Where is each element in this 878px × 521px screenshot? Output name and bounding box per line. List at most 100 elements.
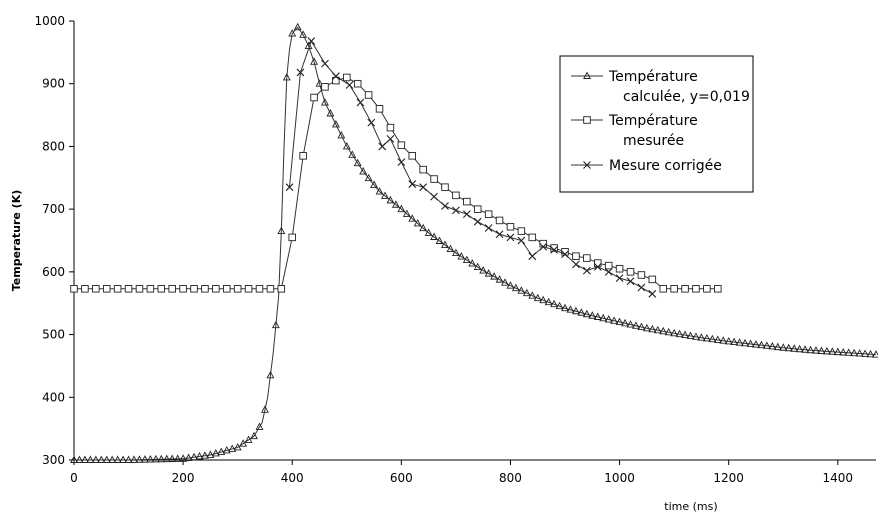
data-point [419,183,428,192]
data-point [168,454,177,462]
data-point [795,344,804,353]
data-point [124,455,133,463]
data-point [703,285,711,293]
data-point [495,275,504,283]
data-point [321,83,329,91]
data-point [593,312,602,320]
data-point [343,73,351,82]
data-point [381,191,389,199]
data-point [206,450,215,458]
data-point [762,341,771,349]
data-point [506,222,515,231]
data-point [212,285,220,293]
data-point [779,343,788,351]
data-point [244,285,253,293]
data-point [353,158,362,167]
data-point [812,346,820,354]
series-layer [70,22,878,463]
data-point [288,233,296,242]
data-point [822,346,831,355]
data-point [473,262,482,271]
data-point [539,242,548,251]
data-point [233,443,242,451]
data-point [670,285,678,293]
data-point [348,150,357,158]
data-point [702,334,711,342]
data-point [119,455,128,463]
data-point [801,345,810,353]
data-point [670,328,679,337]
data-point [833,347,842,356]
data-point [424,228,433,236]
x-tick-label: 1400 [823,471,854,485]
data-point [741,338,750,347]
series-square [70,73,722,293]
data-point [364,91,373,99]
data-point [490,272,499,280]
data-point [462,255,471,264]
data-point [332,76,340,85]
data-point [386,135,395,143]
series-line [74,76,718,290]
data-point [108,455,117,463]
x-tick-label: 600 [390,471,413,485]
data-point [452,191,460,200]
data-point [555,301,564,310]
data-point [359,167,368,175]
data-point [391,200,400,208]
data-point [582,266,591,275]
series-x [285,37,657,298]
data-point [441,202,449,210]
data-point [397,141,406,149]
data-point [708,334,717,343]
data-point [244,435,253,443]
data-point [386,195,395,204]
data-point [773,342,782,351]
data-point [757,340,766,349]
y-tick-label: 700 [42,202,65,216]
data-point [653,325,662,334]
data-point [468,259,477,267]
legend-label: Température [608,113,698,129]
x-tick-label: 1200 [713,471,744,485]
data-point [855,349,864,357]
data-point [173,454,182,462]
data-point [356,98,365,107]
data-point [610,316,619,324]
data-point [839,348,848,356]
plot-frame [73,21,876,461]
data-point [299,152,307,160]
data-point [713,335,722,343]
data-point [430,232,439,240]
data-point [452,206,460,215]
y-axis-label: Temperature (K) [10,190,23,292]
data-point [506,281,515,289]
x-tick-label: 200 [172,471,195,485]
data-point [367,118,376,127]
data-point [719,336,728,344]
data-point [495,216,504,225]
data-point [378,142,387,151]
data-point [326,109,335,117]
data-point [92,285,100,293]
data-point [81,285,89,293]
data-point [550,246,558,254]
data-point [337,130,346,139]
data-point [495,230,504,239]
data-point [637,271,646,279]
data-point [768,342,777,350]
data-point [397,204,406,213]
data-point [97,455,106,463]
data-point [342,141,351,150]
legend-marker [583,71,591,79]
data-point [419,165,427,174]
data-point [806,345,815,354]
data-point [124,285,133,293]
data-point [664,327,673,336]
y-tick-label: 600 [42,265,65,279]
data-point [364,173,373,182]
data-point [866,349,875,358]
legend-entry: Mesure corrigée [571,158,722,174]
data-point [435,236,444,244]
